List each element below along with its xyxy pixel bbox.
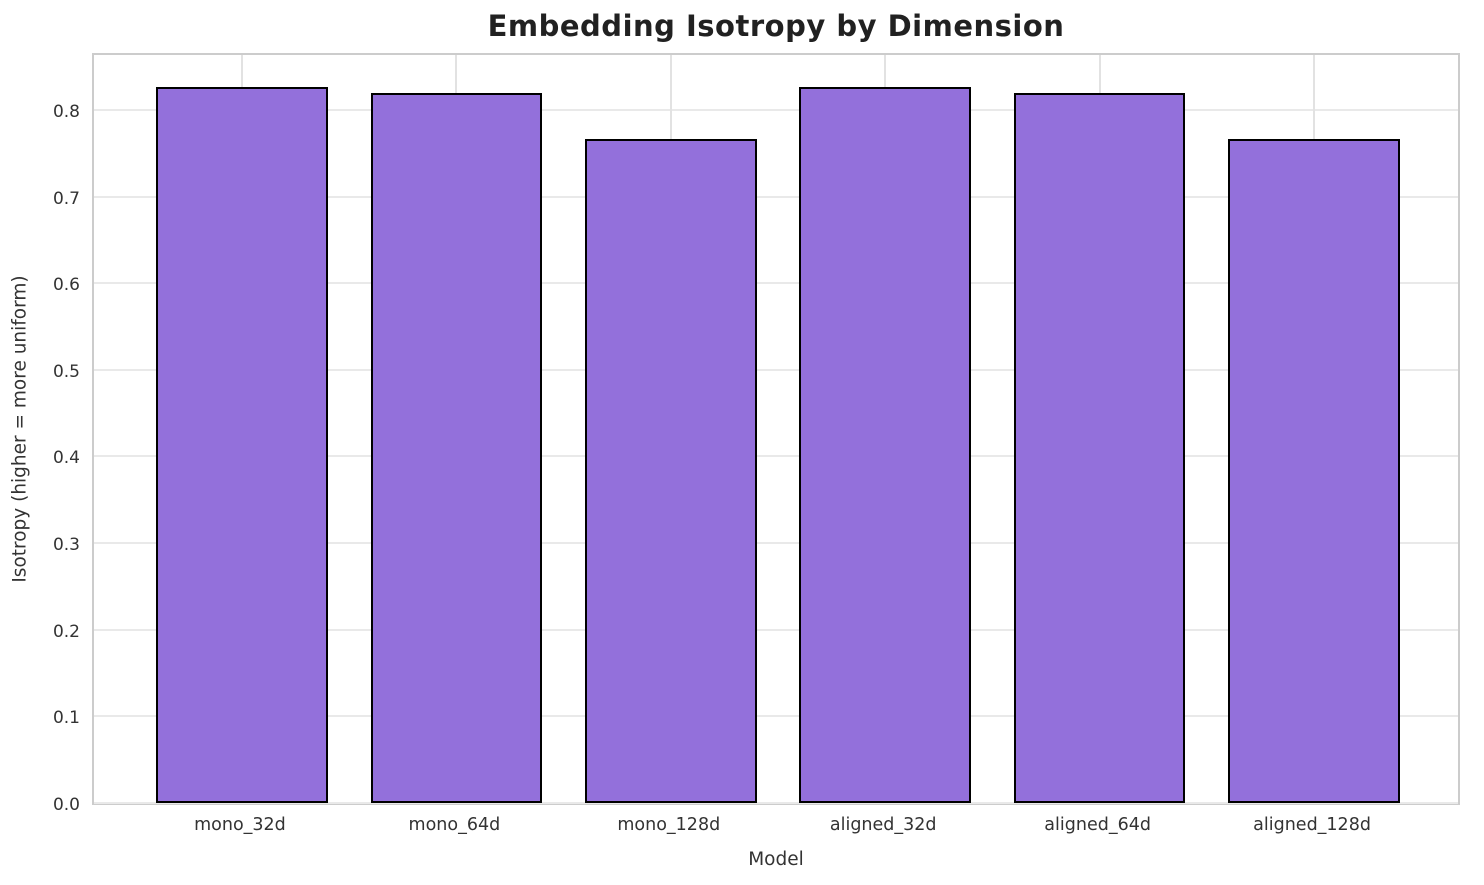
y-gridline xyxy=(94,282,1458,285)
bar-aligned_64d xyxy=(1013,92,1186,803)
y-tick-label: 0.7 xyxy=(52,188,80,209)
y-gridline xyxy=(94,628,1458,631)
y-tick-label: 0.6 xyxy=(52,275,80,296)
y-tick-label: 0.5 xyxy=(52,361,80,382)
y-gridline xyxy=(94,108,1458,111)
bar-mono_128d xyxy=(585,139,757,803)
bar-mono_64d xyxy=(370,92,543,803)
plot-area xyxy=(92,53,1460,805)
y-gridline xyxy=(94,368,1458,371)
y-gridline xyxy=(94,802,1458,804)
bar-aligned_32d xyxy=(799,87,971,803)
y-gridline xyxy=(94,195,1458,198)
chart-title: Embedding Isotropy by Dimension xyxy=(487,9,1065,43)
y-gridline xyxy=(94,455,1458,458)
y-tick-label: 0.4 xyxy=(52,448,80,469)
bar-mono_32d xyxy=(156,86,328,803)
y-tick-label: 0.1 xyxy=(52,708,80,729)
bar-aligned_128d xyxy=(1228,139,1400,803)
x-tick-label: mono_64d xyxy=(408,815,501,835)
y-tick-label: 0.3 xyxy=(52,535,80,556)
y-gridline xyxy=(94,715,1458,718)
y-tick-label: 0.8 xyxy=(52,101,80,122)
y-tick-label: 0.0 xyxy=(52,795,80,815)
x-tick-label: mono_128d xyxy=(617,815,721,835)
x-axis-label: Model xyxy=(748,849,804,870)
x-tick-label: aligned_128d xyxy=(1253,815,1371,835)
x-tick-label: aligned_32d xyxy=(829,815,937,835)
y-gridline xyxy=(94,542,1458,545)
x-tick-label: mono_32d xyxy=(194,815,286,835)
x-tick-label: aligned_64d xyxy=(1044,815,1151,835)
y-tick-label: 0.2 xyxy=(52,621,80,642)
